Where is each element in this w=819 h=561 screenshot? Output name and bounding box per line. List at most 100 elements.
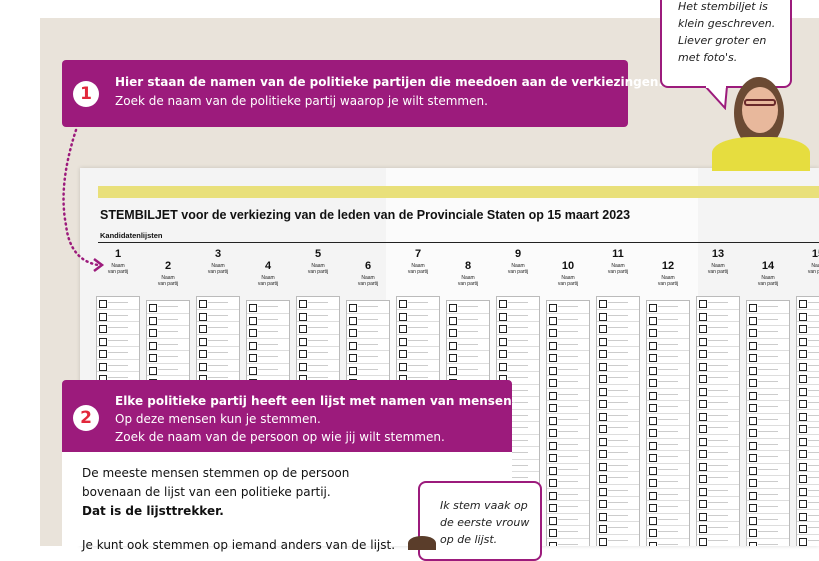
candidate-checkbox[interactable]: [97, 335, 139, 347]
candidate-checkbox[interactable]: [647, 464, 689, 476]
candidate-checkbox[interactable]: [347, 339, 389, 351]
candidate-checkbox[interactable]: [797, 322, 819, 335]
candidate-checkbox[interactable]: [797, 435, 819, 447]
candidate-checkbox[interactable]: [547, 351, 589, 364]
candidate-checkbox[interactable]: [247, 301, 289, 314]
candidate-checkbox[interactable]: [797, 460, 819, 472]
candidate-checkbox[interactable]: [797, 372, 819, 385]
candidate-checkbox[interactable]: [697, 335, 739, 347]
candidate-checkbox[interactable]: [597, 510, 639, 522]
candidate-checkbox[interactable]: [547, 489, 589, 501]
candidate-checkbox[interactable]: [597, 322, 639, 335]
candidate-checkbox[interactable]: [647, 514, 689, 526]
candidate-checkbox[interactable]: [647, 526, 689, 539]
candidate-checkbox[interactable]: [347, 326, 389, 339]
candidate-checkbox[interactable]: [747, 301, 789, 314]
candidate-checkbox[interactable]: [747, 364, 789, 376]
candidate-checkbox[interactable]: [97, 297, 139, 310]
candidate-checkbox[interactable]: [697, 485, 739, 497]
candidate-checkbox[interactable]: [247, 314, 289, 326]
candidate-checkbox[interactable]: [597, 397, 639, 410]
candidate-checkbox[interactable]: [347, 364, 389, 376]
candidate-checkbox[interactable]: [647, 364, 689, 376]
candidate-checkbox[interactable]: [497, 297, 539, 310]
candidate-checkbox[interactable]: [497, 347, 539, 360]
candidate-checkbox[interactable]: [697, 397, 739, 410]
candidate-checkbox[interactable]: [147, 351, 189, 364]
candidate-checkbox[interactable]: [147, 314, 189, 326]
candidate-checkbox[interactable]: [797, 310, 819, 322]
candidate-checkbox[interactable]: [597, 485, 639, 497]
candidate-checkbox[interactable]: [347, 301, 389, 314]
candidate-checkbox[interactable]: [547, 439, 589, 451]
candidate-checkbox[interactable]: [747, 414, 789, 426]
candidate-checkbox[interactable]: [597, 460, 639, 472]
candidate-checkbox[interactable]: [597, 335, 639, 347]
candidate-checkbox[interactable]: [297, 310, 339, 322]
candidate-checkbox[interactable]: [647, 314, 689, 326]
candidate-checkbox[interactable]: [797, 347, 819, 360]
candidate-checkbox[interactable]: [447, 314, 489, 326]
candidate-checkbox[interactable]: [697, 372, 739, 385]
candidate-checkbox[interactable]: [797, 485, 819, 497]
candidate-checkbox[interactable]: [647, 401, 689, 414]
candidate-checkbox[interactable]: [797, 472, 819, 485]
candidate-checkbox[interactable]: [647, 339, 689, 351]
candidate-checkbox[interactable]: [597, 422, 639, 435]
candidate-checkbox[interactable]: [297, 360, 339, 372]
candidate-checkbox[interactable]: [697, 497, 739, 510]
candidate-checkbox[interactable]: [597, 447, 639, 460]
candidate-checkbox[interactable]: [647, 501, 689, 514]
candidate-checkbox[interactable]: [597, 360, 639, 372]
candidate-checkbox[interactable]: [697, 435, 739, 447]
candidate-checkbox[interactable]: [797, 360, 819, 372]
candidate-checkbox[interactable]: [397, 335, 439, 347]
candidate-checkbox[interactable]: [797, 522, 819, 535]
candidate-checkbox[interactable]: [597, 497, 639, 510]
candidate-checkbox[interactable]: [747, 526, 789, 539]
candidate-checkbox[interactable]: [597, 310, 639, 322]
candidate-checkbox[interactable]: [547, 514, 589, 526]
candidate-checkbox[interactable]: [447, 351, 489, 364]
candidate-checkbox[interactable]: [647, 476, 689, 489]
candidate-checkbox[interactable]: [297, 322, 339, 335]
candidate-checkbox[interactable]: [697, 522, 739, 535]
candidate-checkbox[interactable]: [247, 326, 289, 339]
candidate-checkbox[interactable]: [97, 347, 139, 360]
candidate-checkbox[interactable]: [697, 360, 739, 372]
candidate-checkbox[interactable]: [647, 426, 689, 439]
candidate-checkbox[interactable]: [747, 339, 789, 351]
candidate-checkbox[interactable]: [347, 314, 389, 326]
candidate-checkbox[interactable]: [647, 376, 689, 389]
candidate-checkbox[interactable]: [797, 535, 819, 547]
candidate-checkbox[interactable]: [747, 401, 789, 414]
candidate-checkbox[interactable]: [647, 389, 689, 401]
candidate-checkbox[interactable]: [597, 435, 639, 447]
candidate-checkbox[interactable]: [547, 364, 589, 376]
candidate-checkbox[interactable]: [97, 360, 139, 372]
candidate-checkbox[interactable]: [447, 364, 489, 376]
candidate-checkbox[interactable]: [547, 426, 589, 439]
candidate-checkbox[interactable]: [747, 439, 789, 451]
candidate-checkbox[interactable]: [797, 335, 819, 347]
candidate-checkbox[interactable]: [297, 335, 339, 347]
candidate-checkbox[interactable]: [697, 472, 739, 485]
candidate-checkbox[interactable]: [747, 351, 789, 364]
candidate-checkbox[interactable]: [247, 364, 289, 376]
candidate-checkbox[interactable]: [197, 297, 239, 310]
candidate-checkbox[interactable]: [797, 497, 819, 510]
candidate-checkbox[interactable]: [247, 339, 289, 351]
candidate-checkbox[interactable]: [547, 501, 589, 514]
candidate-checkbox[interactable]: [797, 410, 819, 422]
candidate-checkbox[interactable]: [697, 460, 739, 472]
candidate-checkbox[interactable]: [547, 401, 589, 414]
candidate-checkbox[interactable]: [697, 510, 739, 522]
candidate-checkbox[interactable]: [747, 376, 789, 389]
candidate-checkbox[interactable]: [697, 322, 739, 335]
candidate-checkbox[interactable]: [597, 385, 639, 397]
candidate-checkbox[interactable]: [747, 514, 789, 526]
candidate-checkbox[interactable]: [547, 414, 589, 426]
candidate-checkbox[interactable]: [397, 322, 439, 335]
candidate-checkbox[interactable]: [447, 301, 489, 314]
candidate-checkbox[interactable]: [597, 472, 639, 485]
